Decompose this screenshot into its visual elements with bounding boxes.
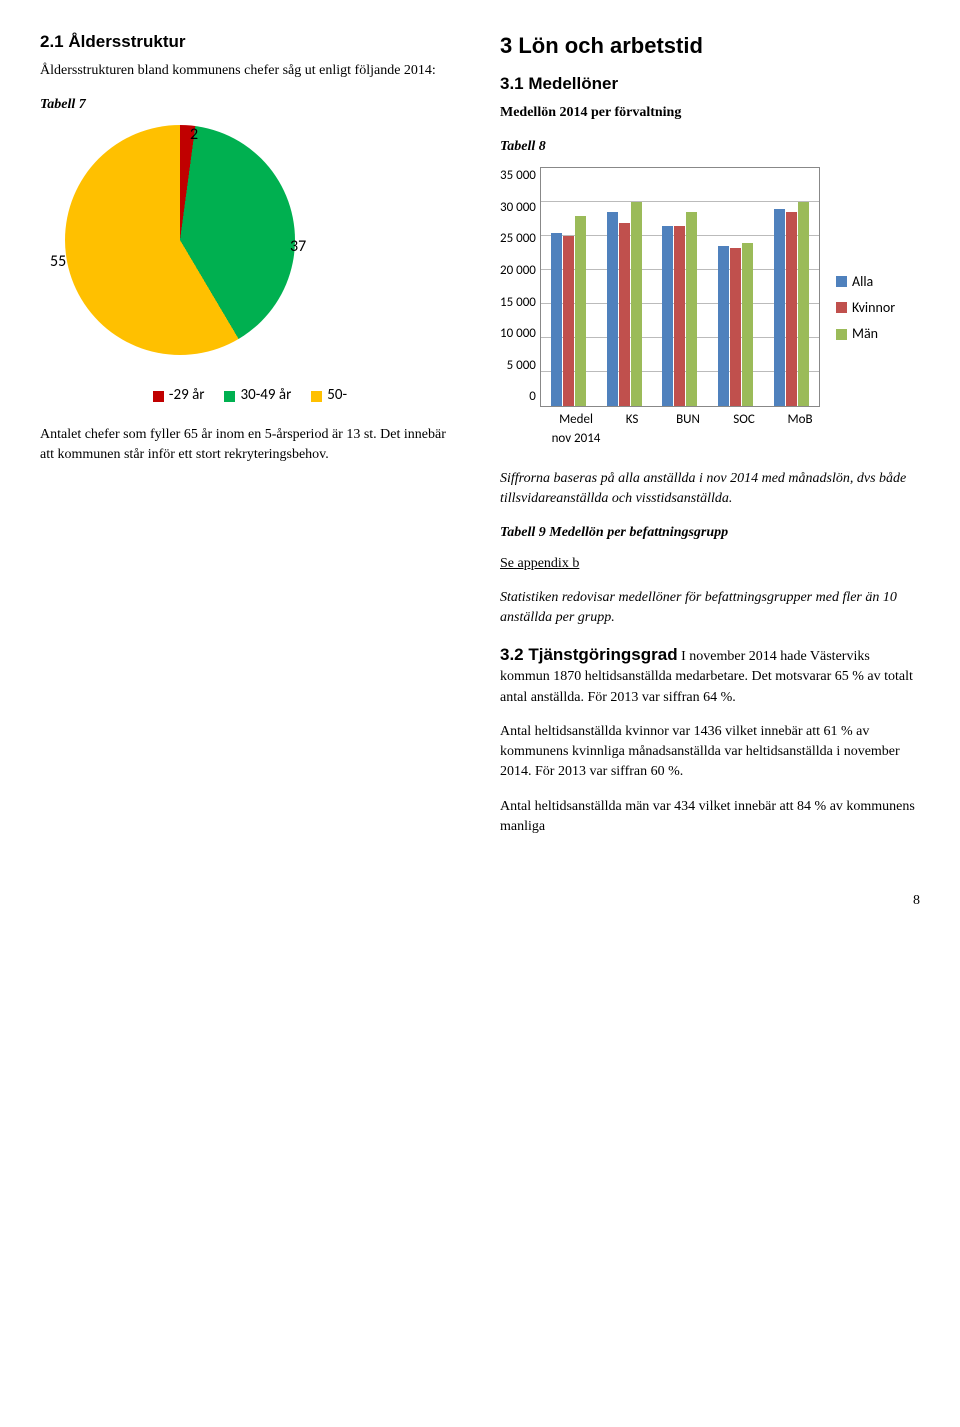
bar-group <box>652 168 708 406</box>
pie-legend-item: 50- <box>311 385 347 407</box>
stats-note: Statistiken redovisar medellöner för bef… <box>500 588 920 629</box>
heading-aldersstruktur: 2.1 Åldersstruktur <box>40 30 460 55</box>
bar <box>742 243 753 406</box>
pie-slice-label-2: 55 <box>50 250 66 273</box>
bar-plot-area <box>540 167 820 407</box>
bar-legend-item: Alla <box>836 272 895 292</box>
page-number: 8 <box>40 891 920 911</box>
heading-lon-arbetstid: 3 Lön och arbetstid <box>500 30 920 62</box>
pie-slice-label-1: 37 <box>290 235 306 258</box>
heading-tjanstgoringsgrad: 3.2 Tjänstgöringsgrad <box>500 645 678 664</box>
bar <box>575 216 586 406</box>
bar-group <box>596 168 652 406</box>
pie-chart-container: 2 37 55 <box>40 125 320 365</box>
bar <box>631 202 642 406</box>
bar <box>563 236 574 406</box>
bar-chart-container: 35 00030 00025 00020 00015 00010 0005 00… <box>500 167 920 449</box>
pie-legend-item: 30-49 år <box>224 385 291 407</box>
s32-p2: Antal heltidsanställda kvinnor var 1436 … <box>500 722 920 783</box>
s32-p3: Antal heltidsanställda män var 434 vilke… <box>500 797 920 838</box>
bar-y-axis: 35 00030 00025 00020 00015 00010 0005 00… <box>500 167 540 407</box>
bar-group <box>708 168 764 406</box>
bar <box>730 248 741 406</box>
bar <box>619 223 630 407</box>
bar <box>607 212 618 406</box>
pie-slice-label-0: 2 <box>190 123 198 146</box>
appendix-link[interactable]: Se appendix b <box>500 554 579 574</box>
table9-label: Tabell 9 Medellön per befattningsgrupp <box>500 523 920 543</box>
bar <box>718 246 729 406</box>
bar-group <box>541 168 597 406</box>
bar-legend: Alla Kvinnor Män <box>836 167 895 449</box>
heading-medelloner: 3.1 Medellöner <box>500 72 920 97</box>
pie-chart <box>65 125 295 355</box>
bar-group <box>763 168 819 406</box>
pie-legend: -29 år 30-49 år 50- <box>40 385 460 407</box>
chart-note: Siffrorna baseras på alla anställda i no… <box>500 469 920 510</box>
bar <box>551 233 562 406</box>
table8-label: Tabell 8 <box>500 137 920 157</box>
medellon-intro: Medellön 2014 per förvaltning <box>500 103 920 123</box>
intro-text: Åldersstrukturen bland kommunens chefer … <box>40 61 460 81</box>
bar <box>786 212 797 406</box>
pie-legend-item: -29 år <box>153 385 205 407</box>
bar-x-axis: Medel nov 2014KSBUNSOCMoB <box>548 411 828 449</box>
bar-legend-item: Män <box>836 324 895 344</box>
left-body-text: Antalet chefer som fyller 65 år inom en … <box>40 425 460 466</box>
bar <box>774 209 785 406</box>
bar-legend-item: Kvinnor <box>836 298 895 318</box>
bar <box>674 226 685 406</box>
bar <box>686 212 697 406</box>
bar <box>798 202 809 406</box>
table7-label: Tabell 7 <box>40 95 460 115</box>
bar <box>662 226 673 406</box>
